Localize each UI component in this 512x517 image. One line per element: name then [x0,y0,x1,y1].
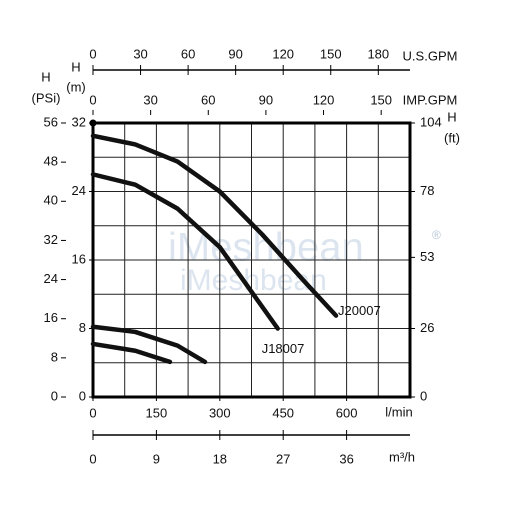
series-label: J18007 [262,341,305,356]
tick-label: 60 [201,92,215,107]
x-tick-label: 450 [272,405,294,420]
y-axis-label: (m) [66,79,86,94]
tick-label: 9 [153,451,160,466]
tick-label: 104 [420,114,442,129]
tick-label: 0 [420,388,427,403]
tick-label: 27 [276,451,290,466]
y-axis-label: H [71,59,80,74]
tick-label: 0 [89,451,96,466]
axis-label: H [447,109,456,124]
tick-label: 30 [143,92,157,107]
axis-label: H [41,69,50,84]
x-tick-label: 0 [89,405,96,420]
tick-label: 40 [44,193,58,208]
y-tick-label: 16 [72,251,86,266]
tick-label: 0 [51,388,58,403]
tick-label: 24 [44,271,58,286]
tick-label: 0 [89,46,96,61]
tick-label: 180 [367,46,389,61]
x-tick-label: 600 [336,405,358,420]
curve [90,324,208,365]
tick-label: 78 [420,183,434,198]
tick-label: 26 [420,320,434,335]
watermark-mark: ® [432,228,441,242]
axis-label: IMP.GPM [403,92,458,107]
tick-label: 30 [133,46,147,61]
y-tick-label: 32 [72,114,86,129]
axis-label: (PSi) [32,90,61,105]
curve [90,341,173,365]
tick-label: 90 [228,46,242,61]
tick-label: 36 [339,451,353,466]
curve [90,172,280,331]
tick-label: 60 [181,46,195,61]
tick-label: 150 [320,46,342,61]
x-tick-label: 300 [209,405,231,420]
x-tick-label: 150 [146,405,168,420]
tick-label: 53 [420,249,434,264]
y-tick-label: 0 [79,388,86,403]
tick-label: 48 [44,154,58,169]
tick-label: 150 [370,92,392,107]
series-label: J20007 [338,303,381,318]
tick-label: 16 [44,310,58,325]
watermark: iMeshbean [168,226,364,270]
tick-label: 8 [51,349,58,364]
axis-label: U.S.GPM [403,48,458,63]
tick-label: 120 [272,46,294,61]
tick-label: 120 [313,92,335,107]
tick-label: 32 [44,232,58,247]
curve [90,133,339,318]
y-tick-label: 24 [72,183,86,198]
x-axis-label: l/min [385,404,412,419]
tick-label: 18 [213,451,227,466]
axis-label: m³/h [389,449,415,464]
y-tick-label: 8 [79,320,86,335]
tick-label: 0 [89,92,96,107]
tick-label: 90 [259,92,273,107]
tick-label: 56 [44,114,58,129]
axis-label: (ft) [444,130,460,145]
